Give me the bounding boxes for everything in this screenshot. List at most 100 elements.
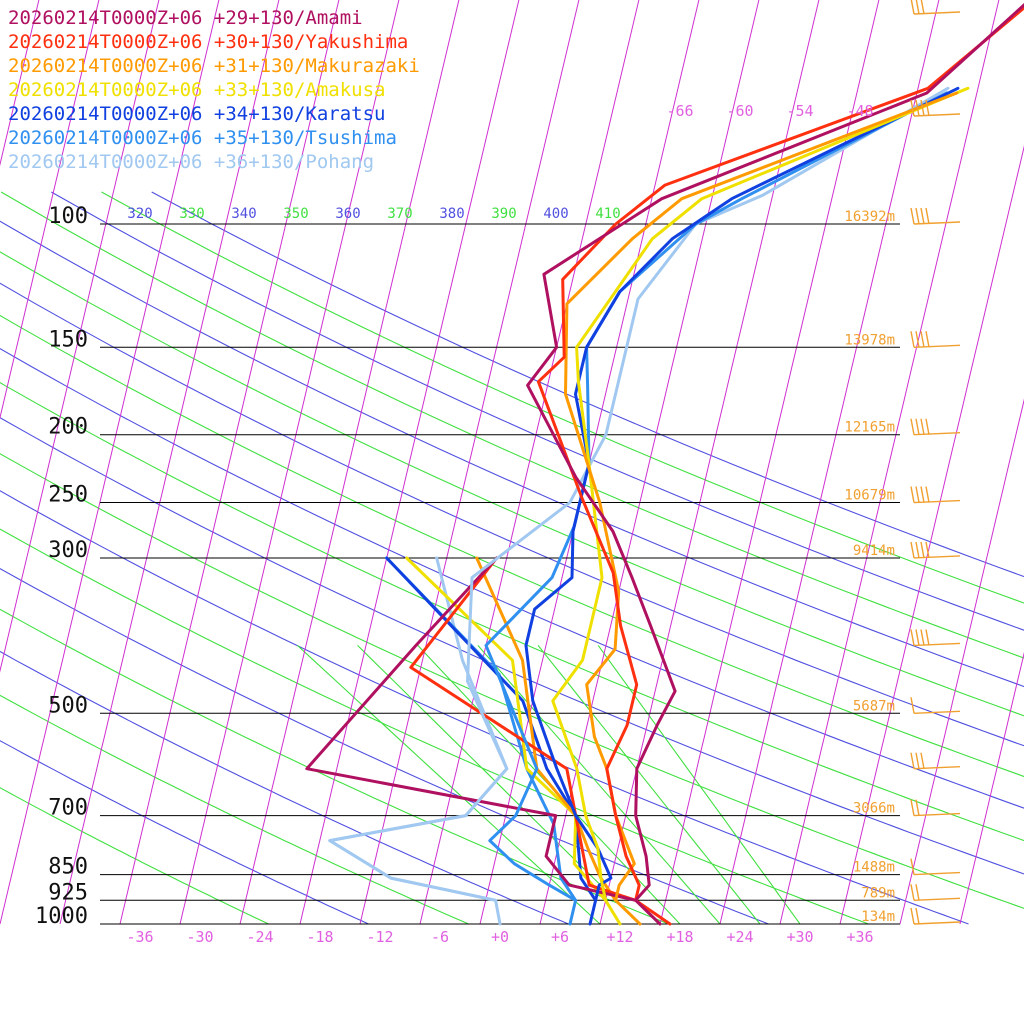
isotherm-line	[899, 398, 1024, 925]
profile-line	[305, 556, 638, 902]
legend-entry: 20260214T0000Z+06 +35+130/Tsushima	[8, 127, 397, 149]
isotherm-line	[959, 651, 1024, 925]
legend-entry: 20260214T0000Z+06 +30+130/Yakushima	[8, 31, 408, 53]
barb-feather	[925, 541, 930, 559]
isotherm-line	[599, 0, 820, 925]
temperature-tick: +36	[846, 928, 873, 946]
dry-adiabat-line	[0, 528, 869, 925]
moist-adiabat-line	[297, 644, 601, 925]
temperature-tick: +12	[606, 928, 633, 946]
barb-feather	[920, 331, 925, 348]
wind-barbs	[910, 0, 961, 925]
upper-temperature-tick: -66	[666, 102, 693, 120]
dry-adiabat-line	[0, 650, 569, 925]
barb-feather	[920, 629, 925, 646]
dry-adiabat-line	[0, 608, 669, 925]
wind-barb	[910, 486, 961, 504]
barb-feather	[920, 0, 925, 15]
barb-shaft	[913, 642, 961, 647]
pressure-label: 1000	[35, 904, 88, 929]
temperature-tick: +24	[726, 928, 753, 946]
pressure-label: 850	[48, 855, 88, 880]
barb-feather	[910, 697, 915, 714]
wind-barb	[910, 0, 961, 15]
profile-line	[328, 556, 509, 902]
wind-barb	[910, 207, 961, 225]
theta-tick: 340	[231, 206, 256, 222]
barb-feather	[915, 99, 920, 117]
barb-feather	[910, 752, 915, 769]
barb-feather	[915, 0, 920, 15]
barb-feather	[920, 99, 925, 117]
dry-adiabat-line	[0, 348, 1024, 809]
barb-feather	[920, 752, 925, 769]
moist-adiabat-line	[597, 645, 801, 925]
dry-adiabat-line	[0, 740, 369, 925]
legend-entry: 20260214T0000Z+06 +34+130/Karatsu	[8, 103, 386, 125]
barb-shaft	[913, 499, 961, 504]
wind-barb	[910, 629, 961, 647]
barb-feather	[920, 541, 925, 559]
barb-shaft	[913, 432, 961, 436]
dry-adiabat-line	[0, 220, 1024, 688]
barb-feather	[920, 486, 925, 503]
isotherm-line	[479, 0, 700, 925]
barb-feather	[915, 907, 920, 925]
legend-entry: 20260214T0000Z+06 +29+130/Amami	[8, 7, 363, 29]
barb-shaft	[913, 921, 961, 925]
wind-barb	[910, 99, 961, 117]
wind-barb	[910, 418, 961, 436]
barb-feather	[925, 629, 930, 646]
height-label: 5687m	[853, 698, 895, 714]
barb-feather	[920, 207, 925, 225]
theta-tick: 400	[543, 206, 568, 222]
dry-adiabat-line	[151, 191, 1024, 578]
upper-temperature-tick: -48	[846, 102, 873, 120]
barb-feather	[925, 99, 930, 117]
barb-feather	[925, 486, 930, 503]
barb-feather	[925, 331, 930, 348]
barb-feather	[910, 541, 915, 559]
dry-adiabat-line	[51, 191, 1024, 631]
barb-feather	[910, 884, 915, 901]
temperature-tick: +0	[491, 928, 509, 946]
legend-entry: 20260214T0000Z+06 +31+130/Makurazaki	[8, 55, 420, 77]
moist-adiabat-line	[357, 645, 641, 925]
temperature-tick: -18	[306, 928, 333, 946]
wind-barb	[910, 799, 961, 817]
profile-line	[409, 556, 638, 902]
wind-barb	[910, 697, 961, 714]
barb-feather	[920, 418, 925, 435]
theta-tick: 390	[491, 206, 516, 222]
profile-line	[551, 86, 970, 926]
barb-shaft	[913, 897, 961, 901]
isotherm-line	[839, 145, 1024, 925]
temperature-tick: -12	[366, 928, 393, 946]
theta-tick: 320	[127, 206, 152, 222]
barb-shaft	[913, 710, 961, 714]
temperature-tick: -24	[246, 928, 273, 946]
barb-shaft	[913, 113, 961, 117]
dry-adiabat-line	[101, 191, 1024, 604]
barb-feather	[915, 541, 920, 559]
barb-feather	[915, 629, 920, 646]
temperature-tick: -6	[431, 928, 449, 946]
barb-feather	[925, 207, 930, 225]
theta-tick: 360	[335, 206, 360, 222]
barb-feather	[925, 418, 930, 435]
barb-feather	[915, 486, 920, 503]
legend-entry: 20260214T0000Z+06 +33+130/Amakusa	[8, 79, 386, 101]
height-label: 789m	[861, 885, 895, 901]
barb-shaft	[913, 812, 961, 817]
theta-tick: 370	[387, 206, 412, 222]
barb-shaft	[913, 11, 961, 15]
profile-line	[524, 86, 960, 926]
isotherm-line	[539, 0, 760, 925]
barb-feather	[910, 486, 915, 503]
pressure-label: 700	[48, 796, 88, 821]
barb-feather	[910, 418, 915, 435]
sounding-profiles	[305, 3, 1024, 926]
dry-adiabat-line	[0, 787, 269, 925]
pressure-label: 300	[48, 538, 88, 563]
